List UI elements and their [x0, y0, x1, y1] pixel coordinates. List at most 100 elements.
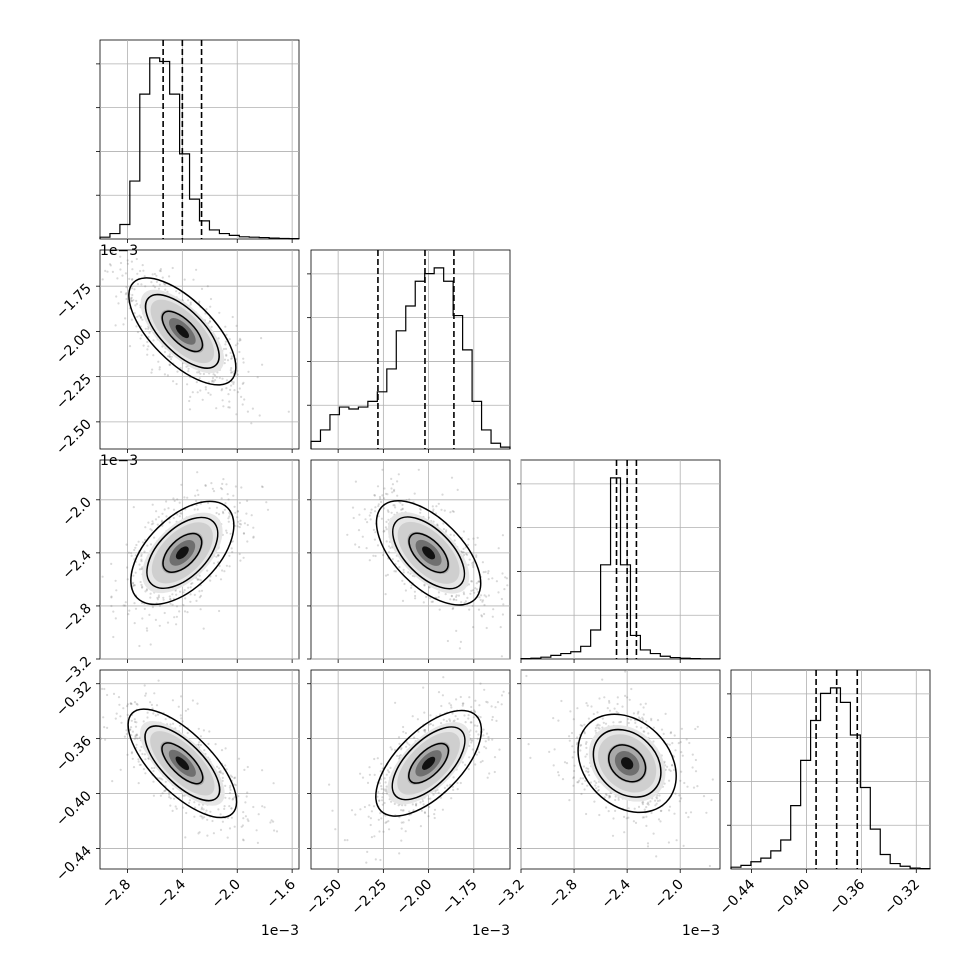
density-panel-0-1-sample-point — [224, 343, 227, 346]
density-panel-1-2-sample-point — [436, 523, 439, 526]
density-panel-0-2-sample-point — [138, 568, 141, 571]
density-panel-1-3-sample-point — [429, 797, 432, 800]
density-panel-2-3-sample-point — [584, 779, 587, 783]
density-panel-0-3-sample-point — [135, 743, 138, 746]
density-panel-0-1-sample-point — [218, 311, 221, 314]
density-panel-2-3-sample-point — [670, 764, 674, 767]
density-panel-0-1-sample-point — [131, 293, 134, 297]
density-panel-1-2-sample-point — [357, 529, 361, 532]
density-panel-0-3-sample-point — [126, 703, 129, 706]
density-panel-2-3-sample-point — [640, 726, 643, 729]
density-panel-1-3-sample-point — [459, 781, 462, 785]
density-panel-0-3-sample-point — [134, 735, 137, 738]
density-panel-0-3-sample-point — [179, 714, 182, 717]
density-panel-0-1-sample-point — [147, 335, 150, 339]
density-panel-0-1-sample-point — [139, 269, 142, 273]
density-panel-0-2-sample-point — [239, 519, 242, 522]
density-panel-1-3-sample-point — [390, 800, 393, 803]
density-panel-0-2-sample-point — [215, 506, 219, 509]
density-panel-0-3-sample-point — [229, 774, 232, 777]
density-panel-1-2-sample-point — [471, 604, 474, 608]
density-panel-1-2-sample-point — [409, 572, 412, 575]
density-panel-0-2-sample-point — [110, 596, 113, 599]
density-panel-2-3-sample-point — [694, 727, 697, 731]
density-panel-1-2-sample-point — [466, 596, 469, 600]
density-panel-0-1-sample-point — [247, 370, 250, 373]
density-panel-0-2-sample-point — [168, 595, 171, 598]
density-panel-0-3-sample-point — [242, 817, 245, 820]
density-panel-0-2-sample-point — [178, 610, 181, 613]
density-panel-2-3-sample-point — [597, 726, 600, 729]
density-panel-2-3-sample-point — [613, 707, 616, 710]
density-panel-0-3-sample-point — [221, 772, 225, 775]
density-panel-0-1-sample-point — [111, 251, 114, 254]
density-panel-0-1-sample-point — [163, 373, 166, 376]
density-panel-2-3-contour-0 — [577, 713, 677, 814]
density-panel-1-2-contour-0 — [375, 499, 482, 606]
density-panel-2-3-layer — [525, 670, 714, 868]
density-panel-0-1-sample-point — [158, 269, 161, 272]
density-panel-1-3-sample-point — [507, 692, 511, 695]
density-panel-2-3-sample-point — [656, 719, 660, 722]
density-panel-1-3-sample-point — [432, 793, 435, 796]
density-panel-0-3-sample-point — [144, 694, 147, 697]
density-panel-0-3-sample-point — [221, 820, 224, 823]
density-panel-0-3-sample-point — [221, 776, 224, 780]
density-panel-0-2-sample-point — [133, 602, 136, 605]
density-panel-2-3-sample-point — [588, 774, 591, 777]
density-panel-0-2-sample-point — [189, 593, 192, 596]
y-tick-label-p2-2: −2.4 — [59, 547, 94, 582]
density-panel-0-1-sample-point — [214, 379, 217, 382]
density-panel-1-2-sample-point — [472, 565, 475, 569]
density-panel-0-3-sample-point — [233, 825, 236, 828]
density-panel-0-1-sample-point — [246, 410, 249, 413]
density-panel-1-3-sample-point — [389, 766, 392, 770]
density-panel-2-3-sample-point — [581, 782, 584, 786]
density-panel-1-2-sample-point — [379, 497, 382, 500]
density-panel-0-1-sample-point — [234, 344, 237, 347]
density-panel-0-2-sample-point — [199, 608, 202, 611]
density-panel-2-3-sample-point — [608, 794, 611, 798]
density-panel-2-3-sample-point — [608, 796, 611, 799]
density-panel-0-3-sample-point — [269, 821, 272, 824]
density-panel-1-2-sample-point — [465, 552, 468, 556]
density-panel-1-3-sample-point — [385, 788, 388, 791]
density-panel-2-3-sample-point — [675, 839, 678, 842]
density-panel-1-2-sample-point — [477, 580, 480, 583]
density-panel-1-2-sample-point — [479, 598, 482, 602]
density-panel-1-2-sample-point — [408, 498, 411, 501]
density-panel-1-2-sample-point — [351, 506, 355, 509]
density-panel-1-3-sample-point — [383, 777, 386, 780]
density-panel-0-3-sample-point — [246, 791, 249, 794]
density-panel-1-3-sample-point — [437, 691, 441, 694]
density-panel-0-3-sample-point — [218, 771, 221, 774]
density-panel-1-2-sample-point — [402, 568, 405, 572]
density-panel-2-3-sample-point — [595, 787, 598, 790]
density-panel-0-3-sample-point — [133, 737, 136, 741]
density-panel-0-3-sample-point — [198, 831, 201, 834]
density-panel-0-2-sample-point — [130, 554, 133, 558]
density-panel-1-3-sample-point — [401, 804, 404, 807]
density-panel-1-2-sample-point — [455, 594, 458, 597]
density-panel-0-2-sample-point — [179, 512, 182, 515]
density-panel-1-3-sample-point — [370, 836, 373, 839]
density-panel-0-1-sample-point — [176, 370, 179, 373]
density-panel-2-3-sample-point — [603, 696, 606, 699]
density-panel-2-3-sample-point — [624, 670, 627, 673]
density-panel-0-3-sample-point — [168, 793, 171, 796]
density-panel-0-1-sample-point — [135, 299, 138, 302]
density-panel-0-1-sample-point — [136, 315, 139, 318]
density-panel-0-2-sample-point — [133, 584, 136, 587]
density-panel-0-2-sample-point — [238, 552, 241, 556]
density-panel-0-2-sample-point — [165, 500, 168, 503]
density-panel-1-2-sample-point — [440, 508, 443, 511]
density-panel-1-3-sample-point — [381, 803, 384, 806]
density-panel-0-1-sample-point — [129, 298, 132, 301]
density-panel-0-3-sample-point — [149, 701, 152, 704]
density-panel-0-3-sample-point — [122, 707, 125, 710]
density-panel-2-3-sample-point — [583, 723, 586, 726]
hist-panel-3-frame — [730, 669, 931, 870]
density-panel-0-1-contour-2 — [161, 310, 204, 353]
density-panel-1-2-sample-point — [477, 580, 481, 583]
density-panel-0-3-sample-point — [220, 771, 223, 774]
